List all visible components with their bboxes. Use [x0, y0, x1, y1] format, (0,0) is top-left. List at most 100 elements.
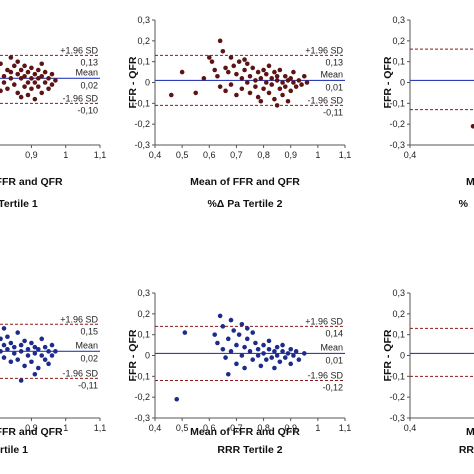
data-point [25, 80, 31, 85]
data-point [234, 92, 239, 98]
data-point [22, 63, 27, 69]
data-point [15, 357, 21, 362]
data-point [15, 330, 21, 335]
data-point [49, 342, 55, 348]
data-point [261, 342, 266, 348]
data-point [470, 123, 474, 129]
data-point [29, 340, 34, 346]
data-point [35, 365, 41, 371]
x-tick-label: 1,1 [94, 423, 107, 433]
data-point [1, 342, 7, 348]
data-point [53, 78, 58, 83]
data-point [242, 365, 247, 371]
mean-label: Mean [75, 340, 98, 350]
data-point [291, 69, 296, 75]
y-tick-label: 0 [400, 78, 405, 88]
data-point [46, 361, 51, 367]
y-tick-label: 0,2 [137, 309, 150, 319]
data-point [212, 67, 218, 73]
data-point [22, 338, 27, 344]
mean-value: 0,02 [80, 80, 98, 90]
data-point [29, 76, 34, 81]
data-point [11, 344, 17, 350]
data-point [266, 90, 272, 96]
data-point [18, 342, 24, 348]
data-point [304, 80, 310, 85]
data-point [231, 328, 237, 333]
data-point [49, 353, 55, 358]
data-point [15, 71, 21, 77]
data-point [280, 349, 285, 354]
x-tick-label: 1,1 [339, 423, 352, 433]
x-tick-label: 0,8 [257, 423, 270, 433]
data-point [280, 80, 285, 85]
y-tick-label: 0,1 [392, 330, 405, 340]
y-tick-label: 0,1 [392, 57, 405, 67]
x-tick-label: 0,5 [176, 423, 189, 433]
x-tick-label: 1 [315, 423, 320, 433]
data-point [42, 357, 48, 362]
data-point [296, 78, 302, 83]
data-point [239, 76, 245, 81]
data-point [32, 96, 38, 102]
data-point [42, 80, 48, 85]
data-point [18, 349, 24, 354]
data-point [22, 73, 27, 79]
data-point [18, 76, 24, 81]
data-point [15, 90, 21, 96]
mean-value: 0,01 [325, 82, 343, 92]
data-point [5, 334, 10, 340]
data-point [247, 90, 253, 96]
upper-limit-value: 0,13 [325, 57, 343, 67]
data-point [285, 98, 291, 104]
mean-value: 0,02 [80, 353, 98, 363]
data-point [22, 84, 27, 89]
data-point [301, 73, 307, 79]
data-point [261, 351, 266, 356]
data-point [53, 349, 58, 354]
data-point [18, 378, 24, 383]
y-tick-label: -0,1 [134, 371, 150, 381]
data-point [266, 338, 272, 344]
data-point [215, 340, 220, 346]
y-tick-label: 0,2 [392, 309, 405, 319]
data-point [182, 330, 188, 335]
data-point [236, 332, 242, 337]
data-point [29, 359, 34, 365]
data-point [35, 346, 41, 352]
y-tick-label: 0,3 [137, 15, 150, 25]
data-point [258, 98, 264, 104]
data-point [269, 355, 275, 360]
data-point [291, 80, 296, 85]
y-axis-title: FFR - QFR [127, 56, 139, 108]
lower-limit-label: -1.96 SD [62, 368, 98, 378]
data-point [25, 69, 31, 75]
data-point [258, 363, 264, 369]
y-tick-label: -0,3 [389, 413, 405, 423]
data-point [46, 349, 51, 354]
data-point [217, 38, 223, 44]
data-point [42, 344, 48, 350]
data-point [42, 69, 48, 75]
x-tick-label: 0,5 [176, 150, 189, 160]
data-point [25, 346, 31, 352]
y-tick-label: 0,3 [392, 288, 405, 298]
data-point [285, 351, 291, 356]
data-point [25, 353, 31, 358]
upper-limit-label: +1.96 SD [60, 314, 98, 324]
data-point [11, 63, 17, 69]
data-point [255, 346, 261, 352]
y-tick-label: 0,2 [137, 36, 150, 46]
data-point [280, 92, 285, 98]
x-tick-label: 0,4 [404, 150, 417, 160]
data-point [209, 59, 215, 64]
data-point [274, 73, 280, 79]
lower-limit-value: -0,12 [322, 383, 343, 393]
data-point [5, 346, 10, 352]
data-point [234, 361, 239, 367]
data-point [29, 65, 34, 71]
data-point [277, 67, 283, 73]
data-point [255, 353, 261, 358]
panel-caption: rtile 1 [0, 444, 28, 456]
